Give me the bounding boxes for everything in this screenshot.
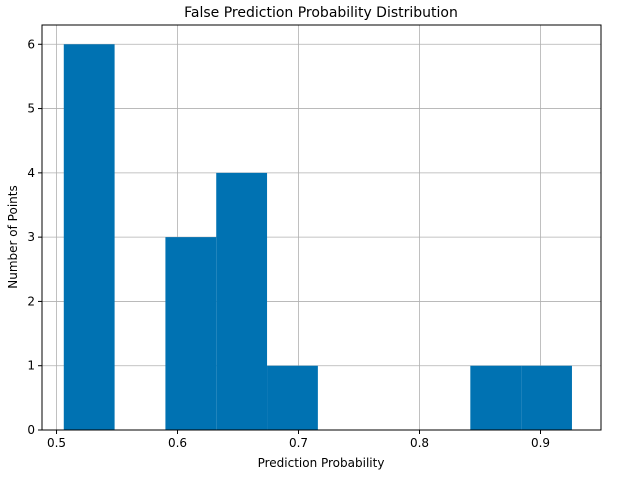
histogram-bar xyxy=(165,237,217,430)
y-tick-label: 3 xyxy=(27,230,35,244)
y-axis-label: Number of Points xyxy=(6,185,20,288)
y-tick-label: 6 xyxy=(27,37,35,51)
plot-frame xyxy=(41,24,602,431)
axis-ticks: 0.5 0.6 0.7 0.8 0.9 0 1 2 3 4 5 6 xyxy=(27,37,550,450)
y-tick-label: 1 xyxy=(27,359,35,373)
x-tick-label: 0.5 xyxy=(47,436,66,450)
y-tick-label: 4 xyxy=(27,166,35,180)
y-tick-label: 2 xyxy=(27,294,35,308)
x-tick-label: 0.6 xyxy=(168,436,187,450)
histogram-bar xyxy=(63,44,115,431)
x-tick-label: 0.9 xyxy=(531,436,550,450)
x-tick-label: 0.7 xyxy=(289,436,308,450)
histogram-bar xyxy=(267,365,318,430)
histogram-bars xyxy=(63,44,572,431)
x-axis-label: Prediction Probability xyxy=(258,456,385,470)
y-tick-label: 5 xyxy=(27,102,35,116)
chart-title: False Prediction Probability Distributio… xyxy=(184,5,458,21)
histogram-bar xyxy=(216,172,268,430)
y-tick-label: 0 xyxy=(27,423,35,437)
x-tick-label: 0.8 xyxy=(410,436,429,450)
histogram-bar xyxy=(470,365,522,430)
histogram-bar xyxy=(521,365,572,430)
